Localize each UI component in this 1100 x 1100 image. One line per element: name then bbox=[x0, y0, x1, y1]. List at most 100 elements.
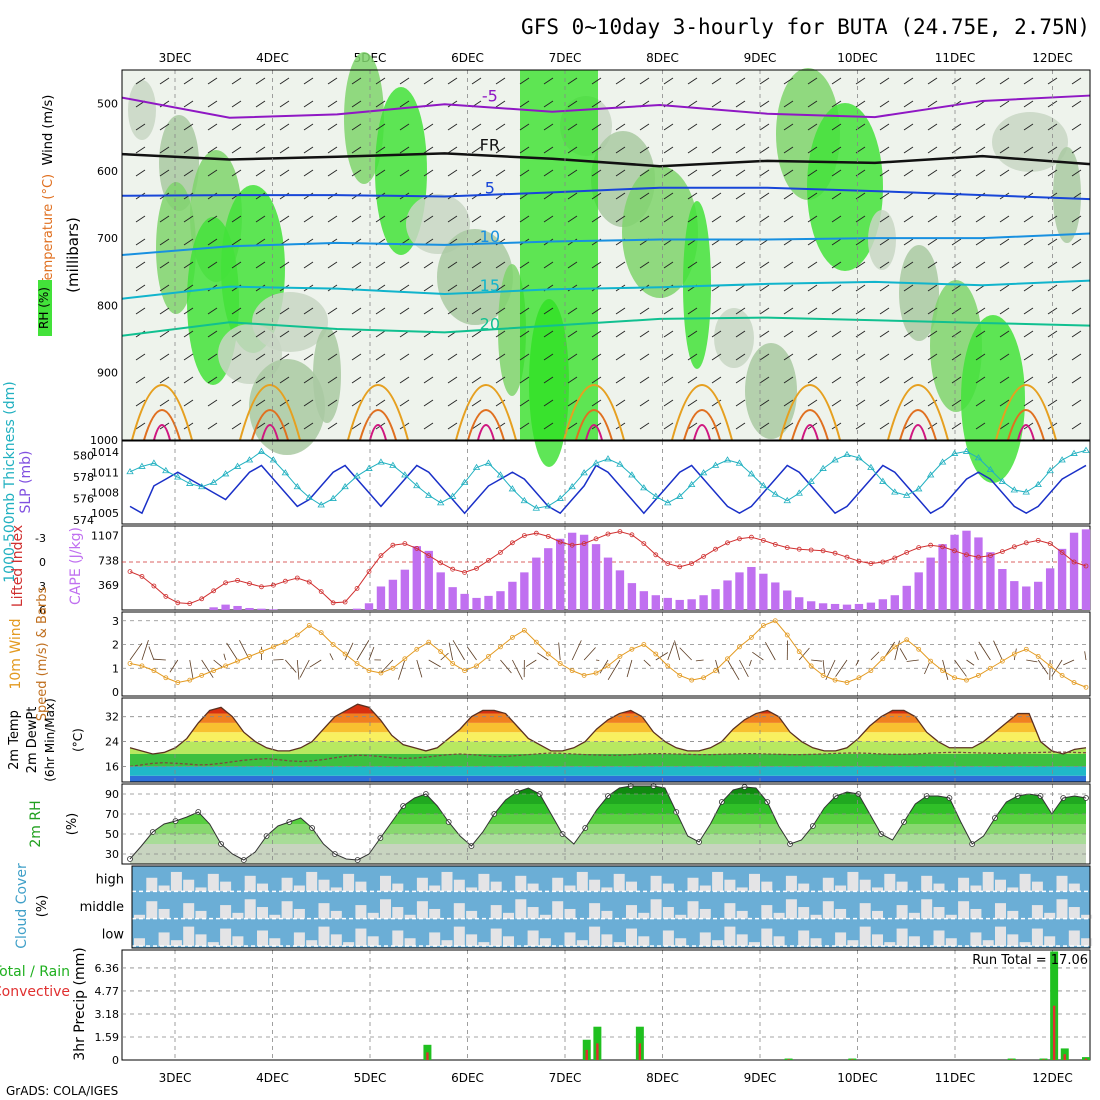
wind-barb bbox=[855, 399, 866, 407]
wind-tick-label: 1 bbox=[112, 662, 119, 675]
cloud-bar bbox=[995, 926, 1006, 946]
date-tick-label: 7DEC bbox=[549, 51, 582, 65]
wind-panel: 0 1 2 3 10m Wind Speed (m/s) & Barbs bbox=[8, 587, 1091, 721]
wind-barb bbox=[783, 284, 794, 292]
wind-barb bbox=[375, 146, 386, 154]
rh-panel: 30 50 70 90 2m RH (%) bbox=[28, 783, 1091, 865]
cloud-bar bbox=[761, 881, 773, 892]
wind-barb bbox=[447, 146, 458, 154]
wind-barb bbox=[759, 376, 770, 384]
cape-bar bbox=[364, 603, 374, 610]
cloud-bar bbox=[650, 875, 662, 892]
wind-barb bbox=[380, 659, 394, 674]
cloud-bar bbox=[884, 873, 896, 892]
cloud-bar bbox=[896, 881, 908, 892]
cloud-bar bbox=[170, 871, 182, 892]
wind-barb bbox=[255, 330, 266, 338]
isotherm-line bbox=[121, 232, 1091, 256]
wind-barb bbox=[207, 146, 218, 154]
wind-barb bbox=[567, 330, 578, 338]
li-marker bbox=[725, 540, 730, 546]
cloud-bar bbox=[749, 942, 760, 946]
wind-barb bbox=[495, 261, 506, 269]
wind-barb bbox=[543, 100, 554, 108]
wind-barb bbox=[811, 659, 822, 662]
wind-barb bbox=[375, 169, 386, 177]
cape-bar bbox=[412, 546, 421, 610]
cloud-row-label: middle bbox=[80, 900, 124, 915]
wind-barb bbox=[735, 123, 746, 131]
wind-barb bbox=[687, 307, 698, 315]
cape-bar bbox=[854, 603, 864, 610]
wind-barb bbox=[207, 100, 218, 108]
warm-contour bbox=[467, 409, 505, 441]
li-marker bbox=[760, 538, 766, 543]
cape-tick-label: 738 bbox=[98, 554, 119, 567]
wind-barb bbox=[1051, 659, 1063, 677]
wind-barb bbox=[495, 215, 506, 223]
wind-barb bbox=[279, 307, 290, 315]
cloud-bar bbox=[958, 877, 970, 892]
wind-barb bbox=[567, 399, 578, 407]
wind-barb bbox=[351, 77, 362, 85]
li-marker bbox=[450, 566, 456, 572]
cloud-bar bbox=[527, 883, 539, 892]
cape-bar bbox=[914, 572, 923, 610]
cloud-bar bbox=[945, 938, 957, 946]
cloud-bar bbox=[736, 934, 748, 946]
wind-barb bbox=[183, 123, 194, 131]
wind-barb bbox=[999, 422, 1010, 430]
wind-barb bbox=[207, 261, 218, 269]
wind-barb bbox=[440, 652, 449, 661]
wind-barb bbox=[183, 146, 194, 154]
cloud-bar bbox=[1019, 873, 1031, 892]
wind-barb bbox=[471, 261, 482, 269]
cape-bar bbox=[448, 587, 457, 610]
hot-contour bbox=[477, 424, 495, 441]
li-tick-label: 3 bbox=[39, 580, 46, 593]
li-marker bbox=[689, 561, 695, 566]
cloud-bar bbox=[257, 883, 268, 892]
wind-barb bbox=[759, 261, 770, 269]
slp-tick-label: 1005 bbox=[91, 507, 119, 520]
wind-barb bbox=[1023, 307, 1034, 315]
cloud-bar bbox=[564, 885, 576, 892]
wind-barb bbox=[639, 330, 650, 338]
wind-barb bbox=[639, 376, 650, 384]
wind-barb bbox=[351, 399, 362, 407]
cloud-bar bbox=[293, 908, 305, 919]
cape-bar bbox=[1010, 581, 1019, 610]
wind-barb bbox=[735, 307, 746, 315]
wind-barb bbox=[663, 422, 674, 430]
wind-barb bbox=[735, 284, 746, 292]
cloud-bar bbox=[134, 914, 145, 919]
wind-barb bbox=[183, 353, 194, 361]
wind-barb bbox=[279, 146, 290, 154]
cloud-bar bbox=[1031, 928, 1043, 946]
cape-bar bbox=[866, 602, 876, 610]
cape-bar bbox=[818, 603, 828, 610]
wind-barb bbox=[543, 261, 554, 269]
wind-barb bbox=[471, 330, 482, 338]
wind-barb bbox=[159, 376, 170, 384]
wind-barb bbox=[999, 123, 1010, 131]
wind-barb bbox=[663, 399, 674, 407]
wind-barb bbox=[807, 169, 818, 177]
wind-barb bbox=[231, 238, 242, 246]
wind-barb bbox=[759, 146, 770, 154]
rh-shading-blob bbox=[1053, 147, 1081, 243]
date-tick-label: 9DEC bbox=[744, 51, 777, 65]
cloud-bar bbox=[662, 883, 674, 892]
rh-color-band bbox=[130, 824, 1086, 834]
cape-bar bbox=[1081, 529, 1091, 610]
wind-barb bbox=[471, 77, 482, 85]
wind-barb bbox=[207, 307, 218, 315]
wind-barb bbox=[807, 192, 818, 200]
wind-barb bbox=[255, 261, 266, 269]
temp-axis-label: 2m Temp bbox=[7, 710, 22, 770]
thickness-marker bbox=[257, 447, 266, 454]
cape-bar bbox=[496, 591, 505, 610]
rh-shading-blob bbox=[961, 315, 1025, 483]
wind-barb bbox=[423, 169, 434, 177]
wind-barb bbox=[663, 353, 674, 361]
